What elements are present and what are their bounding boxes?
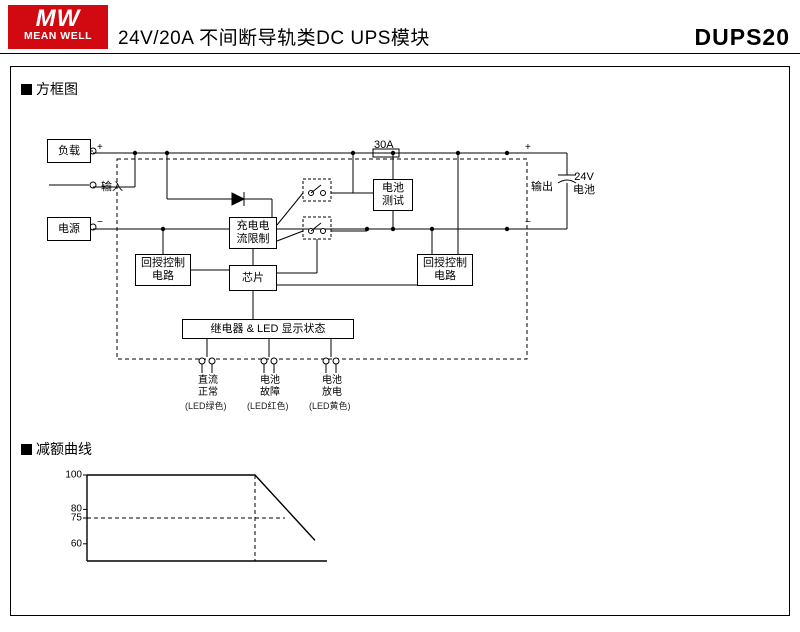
section-title-block-diagram: 方框图	[21, 79, 779, 99]
diagram-label-output: 输出	[531, 181, 553, 194]
section-title-text: 方框图	[36, 79, 78, 99]
led-label-2: 电池放电	[317, 375, 347, 398]
diagram-label-minus_r: −	[525, 217, 531, 229]
content-frame: 方框图 负载电源回授控制 电路 充电电 流限制芯片 电池 测试回授控制 电路继电器 …	[10, 66, 790, 616]
diagram-box-chip: 芯片	[229, 265, 277, 291]
logo-top: MW	[36, 5, 81, 32]
led-color-0: (LED绿色)	[185, 401, 227, 411]
diagram-box-batt_test: 电池 测试	[373, 179, 413, 211]
diagram-box-relay_led: 继电器 & LED 显示状态	[182, 319, 354, 339]
chart-ytick: 75	[58, 513, 82, 524]
square-bullet-icon	[21, 84, 32, 95]
diagram-box-feedback_l: 回授控制 电路	[135, 254, 191, 286]
diagram-label-fuse: 30A	[374, 139, 394, 152]
diagram-label-plus_l: +	[97, 142, 103, 154]
diagram-label-plus_r: +	[525, 142, 531, 154]
diagram-box-load: 负载	[47, 139, 91, 163]
page-header: MW MEAN WELL 24V/20A 不间断导轨类DC UPS模块 DUPS…	[0, 0, 800, 54]
block-diagram: 负载电源回授控制 电路 充电电 流限制芯片 电池 测试回授控制 电路继电器 & LE…	[37, 109, 597, 419]
diagram-label-minus_l: −	[97, 217, 103, 229]
page-title: 24V/20A 不间断导轨类DC UPS模块	[114, 23, 695, 53]
section-title-text: 减额曲线	[36, 439, 92, 459]
model-number: DUPS20	[695, 24, 792, 53]
chart-ytick: 100	[58, 470, 82, 481]
diagram-box-power: 电源	[47, 217, 91, 241]
brand-logo: MW MEAN WELL	[8, 5, 108, 49]
diagram-label-batt: 24V 电池	[573, 171, 595, 196]
led-label-0: 直流正常	[193, 375, 223, 398]
led-color-2: (LED黄色)	[309, 401, 351, 411]
diagram-box-charge: 充电电 流限制	[229, 217, 277, 249]
section-title-derating: 减额曲线	[21, 439, 779, 459]
led-label-1: 电池故障	[255, 375, 285, 398]
diagram-label-input: 输入	[101, 181, 123, 194]
derating-chart: 100807560	[57, 469, 337, 569]
led-color-1: (LED红色)	[247, 401, 289, 411]
chart-ytick: 60	[58, 538, 82, 549]
diagram-box-feedback_r: 回授控制 电路	[417, 254, 473, 286]
logo-bottom: MEAN WELL	[8, 31, 108, 42]
square-bullet-icon	[21, 444, 32, 455]
